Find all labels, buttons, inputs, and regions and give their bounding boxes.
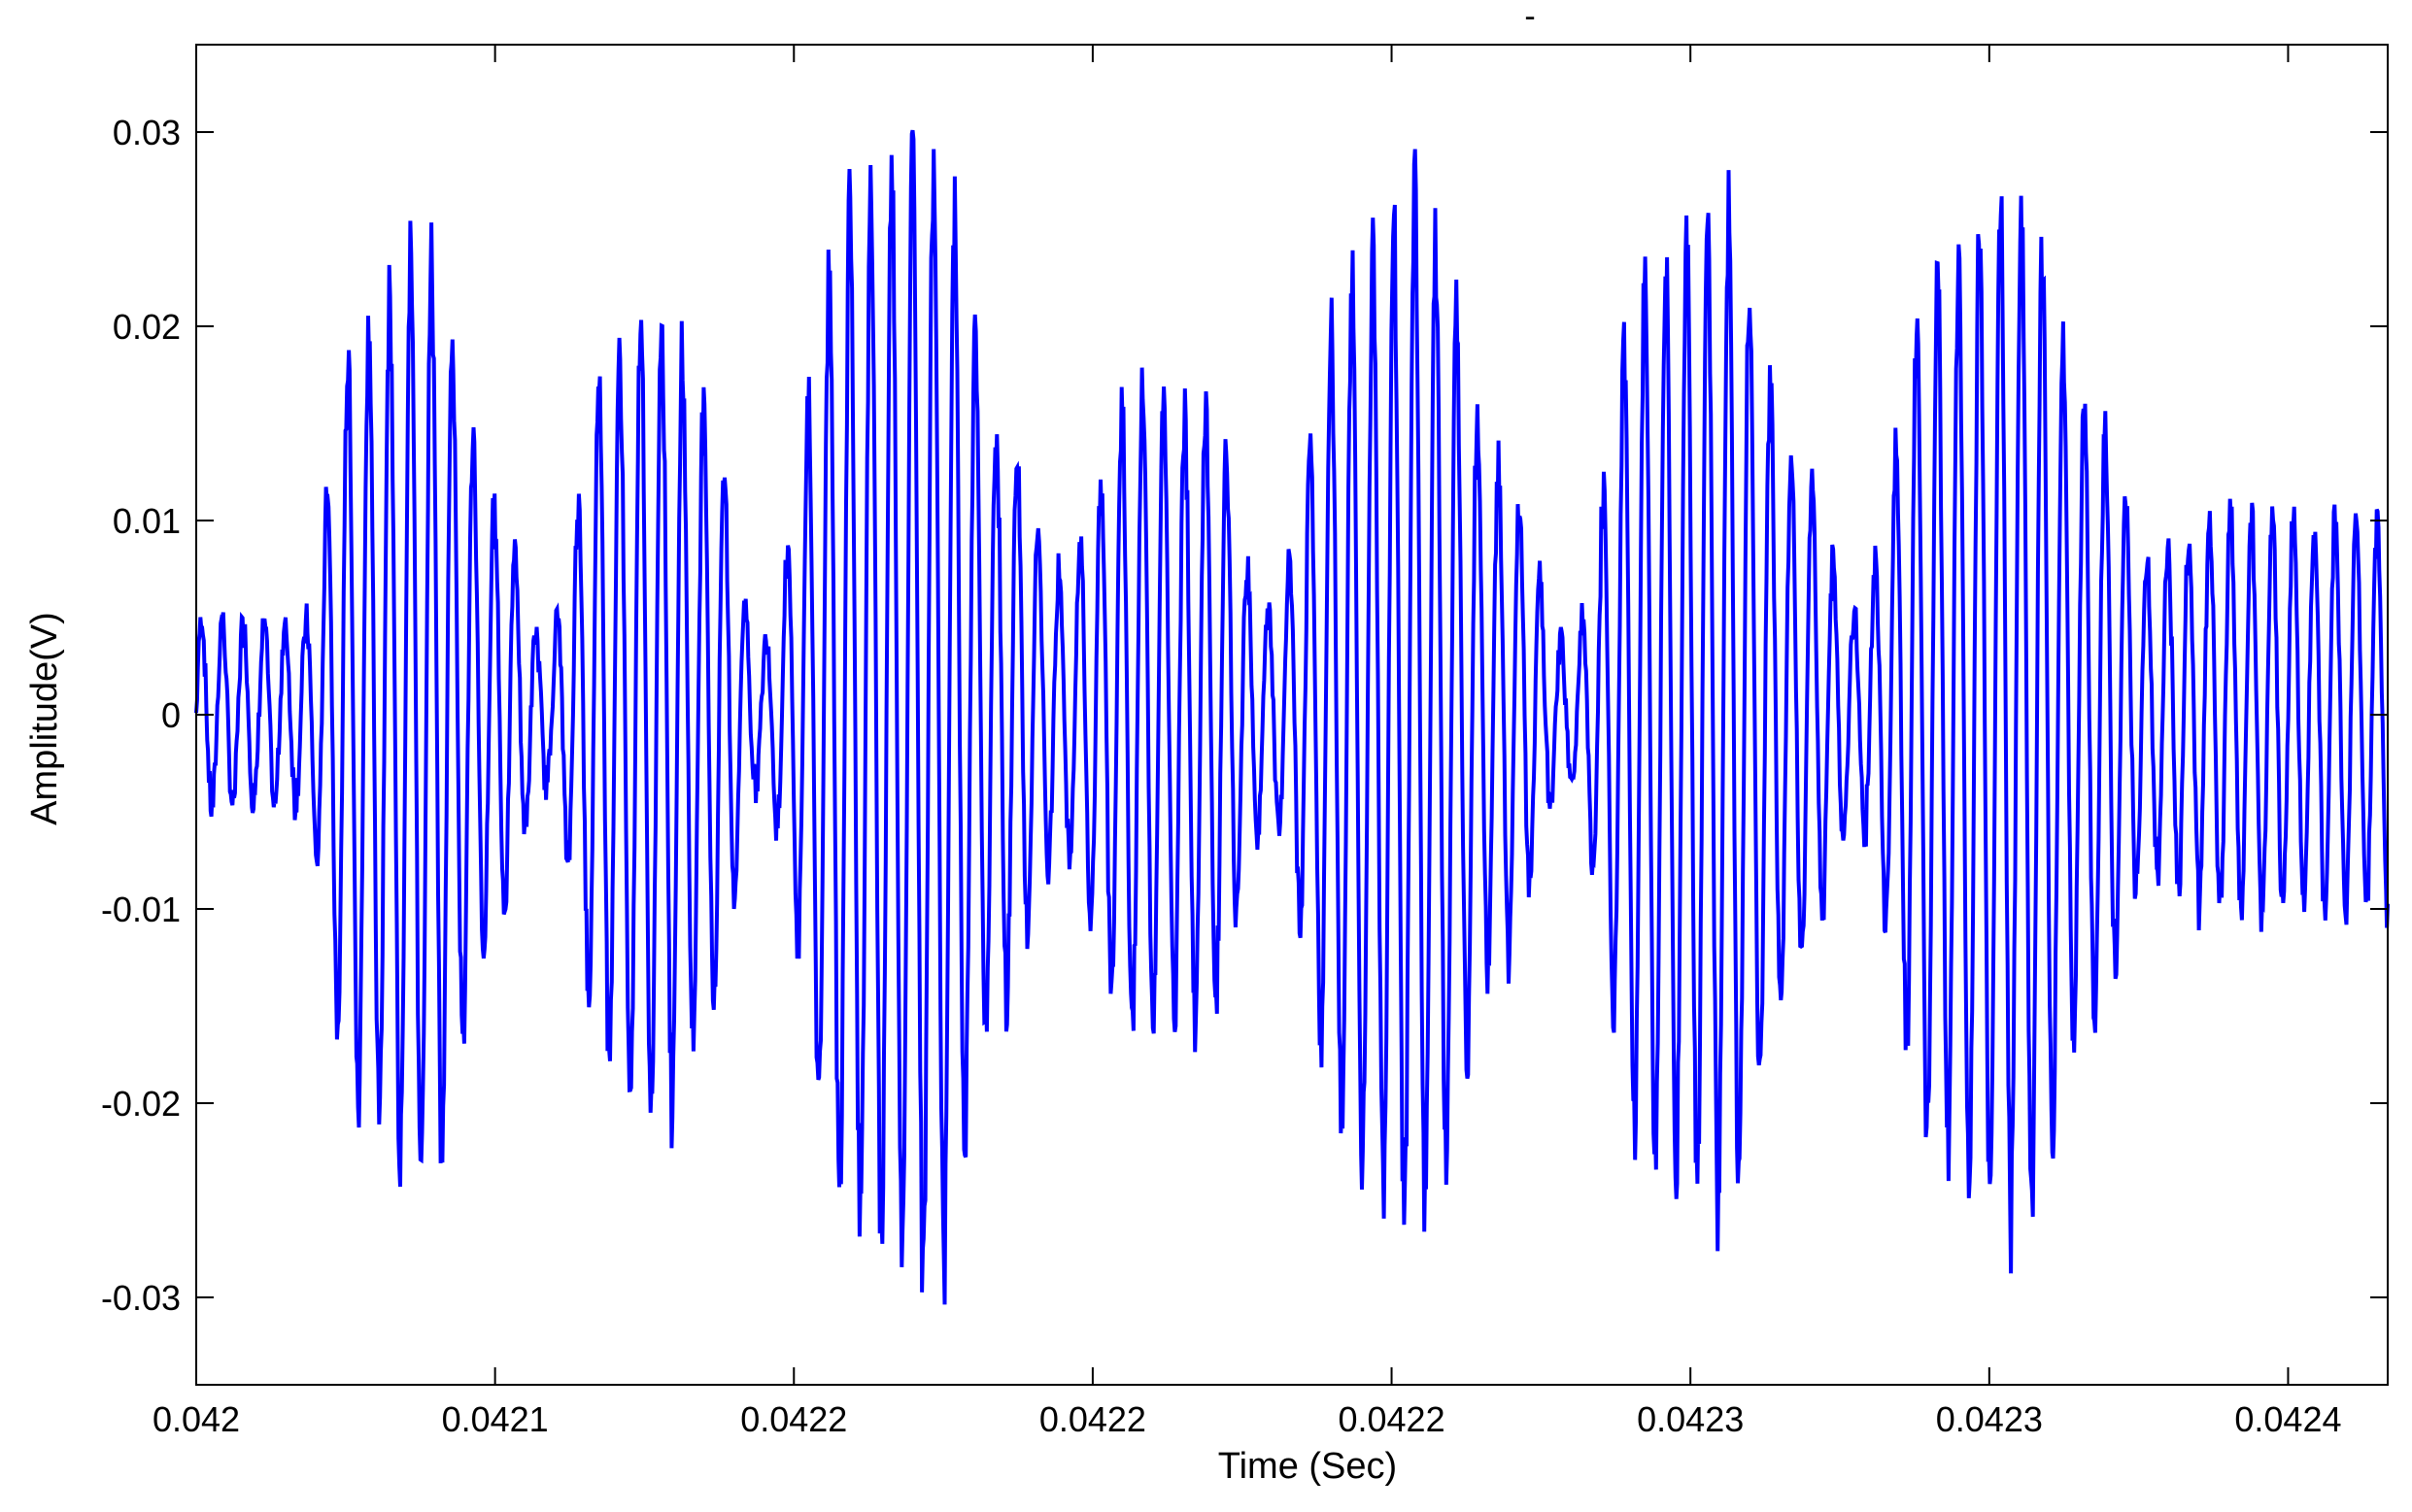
y-axis-label: Amplitude(V): [24, 612, 65, 825]
x-tick-label: 0.0424: [2234, 1399, 2341, 1439]
series-group: [194, 129, 2390, 1305]
y-axis: -0.03 -0.02 -0.01 0 0.01 0.02 0.03: [101, 113, 2388, 1318]
signal-trace: [194, 129, 2390, 1305]
y-tick-label: 0.01: [113, 501, 181, 541]
x-axis: 0.042 0.0421 0.0422 0.0422 0.0422 0.0423 0.042…: [153, 45, 2342, 1439]
x-axis-label: Time (Sec): [1218, 1446, 1397, 1487]
x-tick-label: 0.042: [153, 1399, 240, 1439]
x-tick-label: 0.0422: [1338, 1399, 1444, 1439]
y-tick-label: -0.02: [101, 1084, 181, 1124]
x-tick-label: 0.0422: [1039, 1399, 1146, 1439]
y-tick-label: 0.03: [113, 113, 181, 152]
chart-title: -: [1524, 0, 1535, 35]
y-tick-label: -0.01: [101, 890, 181, 929]
x-tick-label: 0.0423: [1936, 1399, 2043, 1439]
x-tick-label: 0.0421: [442, 1399, 549, 1439]
y-tick-label: 0: [161, 695, 181, 735]
x-tick-label: 0.0422: [740, 1399, 847, 1439]
y-tick-label: 0.02: [113, 307, 181, 347]
x-tick-label: 0.0423: [1637, 1399, 1744, 1439]
y-tick-label: -0.03: [101, 1278, 181, 1318]
